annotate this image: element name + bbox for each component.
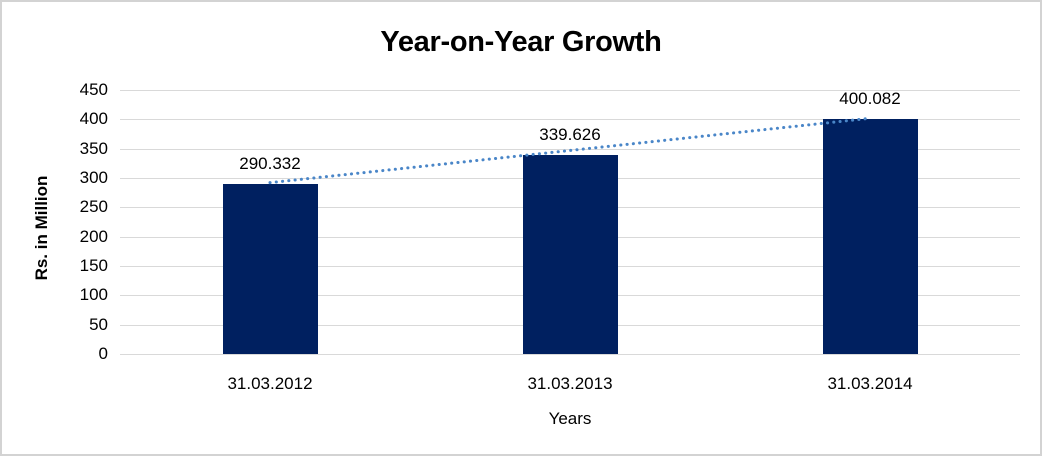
y-tick-label-400: 400 [79, 109, 108, 129]
bar-31.03.2012 [222, 183, 318, 354]
x-tick-label-31.03.2014: 31.03.2014 [827, 374, 913, 393]
y-tick-label-50: 50 [89, 314, 108, 334]
y-tick-label-0: 0 [98, 344, 108, 363]
y-tick-label-100: 100 [79, 285, 108, 305]
gridline-0 [120, 354, 1020, 355]
bar-value-label-31.03.2014: 400.082 [839, 89, 901, 109]
x-tick-label-31.03.2013: 31.03.2013 [527, 374, 613, 393]
gridline-450 [120, 90, 1020, 91]
y-tick-label-450: 450 [79, 80, 108, 99]
y-tick-label-250: 250 [79, 197, 108, 217]
x-tick-label-31.03.2012: 31.03.2012 [227, 374, 313, 393]
y-tick-label-350: 350 [79, 138, 108, 158]
y-tick-label-150: 150 [79, 256, 108, 275]
chart-title: Year-on-Year Growth [380, 26, 662, 58]
bar-31.03.2014 [822, 119, 918, 354]
y-tick-label-300: 300 [79, 168, 108, 187]
bar-31.03.2013 [522, 154, 618, 354]
bar-value-label-31.03.2013: 339.626 [539, 124, 601, 144]
y-tick-label-200: 200 [79, 226, 108, 246]
bar-value-label-31.03.2012: 290.332 [239, 153, 301, 173]
x-axis-title: Years [548, 409, 592, 428]
